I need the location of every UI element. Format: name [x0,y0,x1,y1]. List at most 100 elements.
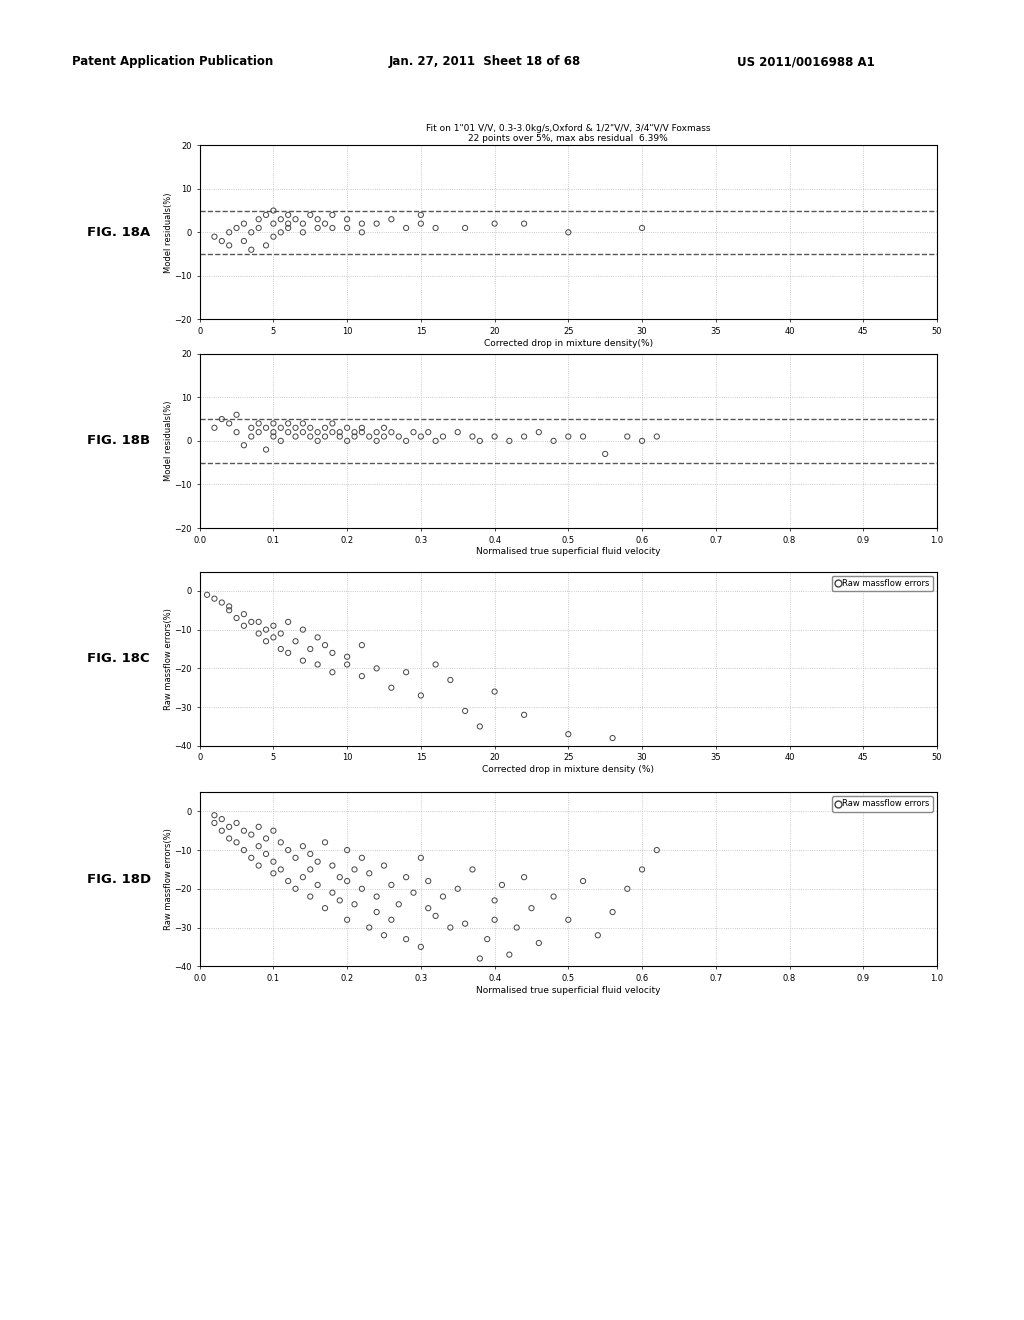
Point [236,820,252,841]
Point [501,430,517,451]
Point [361,863,378,884]
Point [221,235,238,256]
Point [243,239,259,260]
Point [346,859,362,880]
Point [295,213,311,234]
Point [486,909,503,931]
Text: US 2011/0016988 A1: US 2011/0016988 A1 [737,55,876,69]
Point [406,421,422,442]
Point [353,847,370,869]
Point [280,213,296,234]
X-axis label: Normalised true superficial fluid velocity: Normalised true superficial fluid veloci… [476,548,660,557]
Point [258,417,274,438]
Point [302,205,318,226]
Point [361,917,378,939]
Point [398,218,415,239]
Point [280,643,296,664]
Point [265,615,282,636]
Point [272,222,289,243]
Point [523,898,540,919]
Point [295,867,311,888]
Point [546,430,562,451]
Point [353,878,370,899]
Point [457,701,473,722]
Point [530,932,547,953]
Point [272,430,289,451]
Point [530,421,547,442]
Point [339,417,355,438]
Point [413,213,429,234]
Point [206,812,222,833]
Point [369,657,385,678]
Point [206,805,222,826]
Point [206,589,222,610]
Point [272,623,289,644]
Point [472,948,488,969]
Point [353,421,370,442]
Point [420,870,436,891]
Point [413,847,429,869]
Point [398,867,415,888]
Point [427,906,443,927]
Point [258,631,274,652]
Point [251,413,267,434]
Point [258,440,274,461]
Point [214,820,230,841]
Point [325,661,341,682]
Point [390,426,407,447]
Point [332,890,348,911]
Point [316,417,333,438]
Point [369,213,385,234]
Point [390,894,407,915]
Point [560,426,577,447]
Point [353,213,370,234]
Point [346,426,362,447]
Point [383,874,399,895]
Point [302,843,318,865]
Point [472,715,488,737]
Point [309,218,326,239]
Point [309,653,326,675]
Point [243,426,259,447]
Point [265,199,282,220]
Point [486,890,503,911]
Point [574,426,591,447]
Point [634,218,650,239]
Point [309,627,326,648]
Point [221,595,238,616]
Point [574,870,591,891]
Text: FIG. 18A: FIG. 18A [87,226,151,239]
Point [486,426,503,447]
Point [288,631,304,652]
Point [316,635,333,656]
Text: FIG. 18C: FIG. 18C [87,652,150,665]
Point [325,855,341,876]
Point [258,828,274,849]
Point [206,417,222,438]
Point [309,209,326,230]
Point [295,222,311,243]
Point [258,205,274,226]
Point [295,413,311,434]
Point [265,863,282,884]
Y-axis label: Model residuals(%): Model residuals(%) [164,401,173,480]
Point [339,209,355,230]
Point [427,218,443,239]
Point [221,413,238,434]
Point [214,409,230,430]
Title: Fit on 1"01 V/V, 0.3-3.0kg/s,Oxford & 1/2"V/V, 3/4"V/V Foxmass
22 points over 5%: Fit on 1"01 V/V, 0.3-3.0kg/s,Oxford & 1/… [426,124,711,143]
Point [265,820,282,841]
Point [251,623,267,644]
Point [369,902,385,923]
Point [251,421,267,442]
Point [325,413,341,434]
Point [494,874,510,895]
Text: FIG. 18B: FIG. 18B [87,434,151,447]
Point [325,643,341,664]
Point [435,886,452,907]
Point [280,205,296,226]
Point [280,611,296,632]
Point [472,430,488,451]
Point [339,840,355,861]
Y-axis label: Raw massflow errors(%): Raw massflow errors(%) [164,828,173,931]
